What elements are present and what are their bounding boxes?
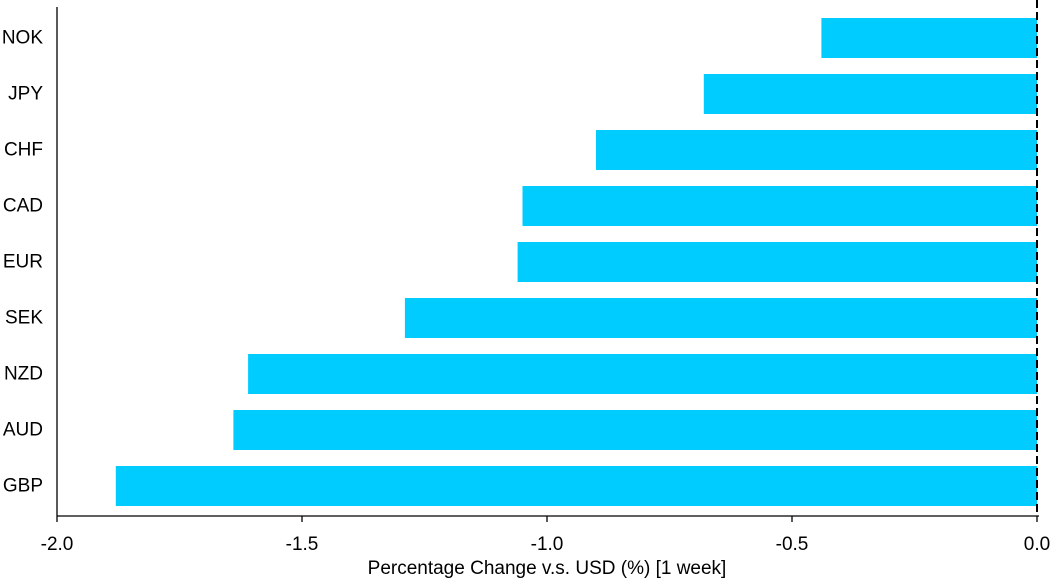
bar-aud: [233, 410, 1037, 450]
category-label-eur: EUR: [3, 252, 43, 273]
x-tick-label: -0.5: [776, 534, 809, 555]
x-tick-label: -1.0: [531, 534, 564, 555]
category-label-nok: NOK: [2, 28, 44, 49]
category-label-sek: SEK: [5, 308, 43, 329]
bar-cad: [522, 186, 1037, 226]
x-axis-label: Percentage Change v.s. USD (%) [1 week]: [368, 558, 727, 579]
bar-nzd: [248, 354, 1038, 394]
category-label-chf: CHF: [4, 140, 43, 161]
x-axis-ticks: -2.0 -1.5 -1.0 -0.5 0.0: [41, 516, 1050, 555]
bar-nok: [821, 18, 1037, 58]
category-label-jpy: JPY: [8, 84, 43, 105]
x-tick-label: -2.0: [41, 534, 74, 555]
bar-gbp: [115, 466, 1038, 506]
category-label-gbp: GBP: [3, 476, 43, 497]
bars-group: [115, 18, 1038, 506]
bar-chf: [596, 130, 1037, 170]
x-tick-label: -1.5: [286, 534, 319, 555]
category-label-aud: AUD: [3, 420, 43, 441]
category-label-nzd: NZD: [4, 364, 43, 385]
bar-jpy: [703, 74, 1037, 114]
bar-eur: [517, 242, 1037, 282]
bar-sek: [404, 298, 1037, 338]
x-tick-label: 0.0: [1024, 534, 1050, 555]
category-labels: NOK JPY CHF CAD EUR SEK NZD AUD GBP: [2, 28, 44, 497]
category-label-cad: CAD: [3, 196, 43, 217]
